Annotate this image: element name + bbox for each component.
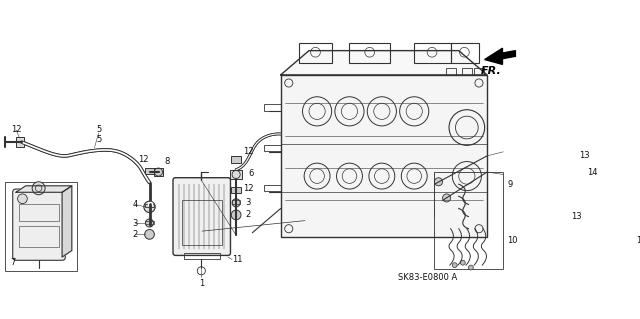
Circle shape xyxy=(145,230,154,239)
Text: 13: 13 xyxy=(579,151,589,160)
FancyBboxPatch shape xyxy=(13,189,65,260)
Bar xyxy=(349,42,390,63)
Circle shape xyxy=(442,194,451,202)
Circle shape xyxy=(452,263,457,268)
Circle shape xyxy=(232,199,240,207)
Bar xyxy=(145,221,154,224)
Text: 14: 14 xyxy=(587,167,598,176)
Text: 1: 1 xyxy=(198,279,204,288)
Circle shape xyxy=(435,178,442,186)
Bar xyxy=(5,182,77,271)
Bar xyxy=(145,204,154,207)
Text: SK83-E0800 A: SK83-E0800 A xyxy=(398,273,458,282)
Text: 5: 5 xyxy=(96,125,101,134)
Bar xyxy=(19,226,59,247)
Bar xyxy=(182,200,221,245)
Bar xyxy=(184,253,220,259)
Bar xyxy=(300,42,332,63)
Bar xyxy=(231,156,241,163)
Text: FR.: FR. xyxy=(481,66,501,76)
Polygon shape xyxy=(281,75,487,237)
Text: 13: 13 xyxy=(571,212,581,221)
FancyBboxPatch shape xyxy=(173,178,230,256)
Text: 10: 10 xyxy=(508,236,518,245)
Circle shape xyxy=(231,210,241,220)
Text: 11: 11 xyxy=(232,255,243,264)
Text: 12: 12 xyxy=(11,125,21,134)
Polygon shape xyxy=(484,48,515,64)
Text: 10: 10 xyxy=(636,236,640,245)
Text: 12: 12 xyxy=(243,184,253,193)
Text: 12: 12 xyxy=(138,155,148,164)
Text: 2: 2 xyxy=(132,230,138,239)
Bar xyxy=(232,200,240,204)
Circle shape xyxy=(32,182,45,195)
Bar xyxy=(19,204,59,221)
Bar xyxy=(281,75,487,237)
Circle shape xyxy=(144,201,155,212)
Text: 2: 2 xyxy=(246,211,251,219)
Text: 6: 6 xyxy=(248,169,253,178)
Bar xyxy=(231,187,241,193)
Text: 4: 4 xyxy=(132,200,138,209)
Bar xyxy=(462,69,472,75)
Bar xyxy=(264,185,281,191)
Text: 8: 8 xyxy=(164,157,170,166)
Text: 3: 3 xyxy=(132,219,138,227)
Circle shape xyxy=(17,194,28,204)
Bar xyxy=(264,145,281,151)
Text: 12: 12 xyxy=(243,147,253,156)
Polygon shape xyxy=(281,51,487,75)
Circle shape xyxy=(460,260,465,265)
Bar xyxy=(154,168,163,176)
Text: 5: 5 xyxy=(96,135,101,144)
Bar xyxy=(145,168,154,174)
Circle shape xyxy=(145,219,154,227)
Bar xyxy=(451,42,479,63)
Polygon shape xyxy=(16,186,72,192)
Bar xyxy=(414,42,451,63)
Bar xyxy=(264,104,281,110)
Bar xyxy=(446,69,456,75)
Text: 7: 7 xyxy=(10,258,15,267)
Bar xyxy=(474,69,484,75)
Text: 3: 3 xyxy=(246,198,251,207)
Circle shape xyxy=(468,265,474,270)
Bar xyxy=(435,172,503,269)
Bar xyxy=(230,170,242,179)
Text: 9: 9 xyxy=(508,180,513,189)
Polygon shape xyxy=(62,186,72,257)
Bar xyxy=(16,137,24,147)
